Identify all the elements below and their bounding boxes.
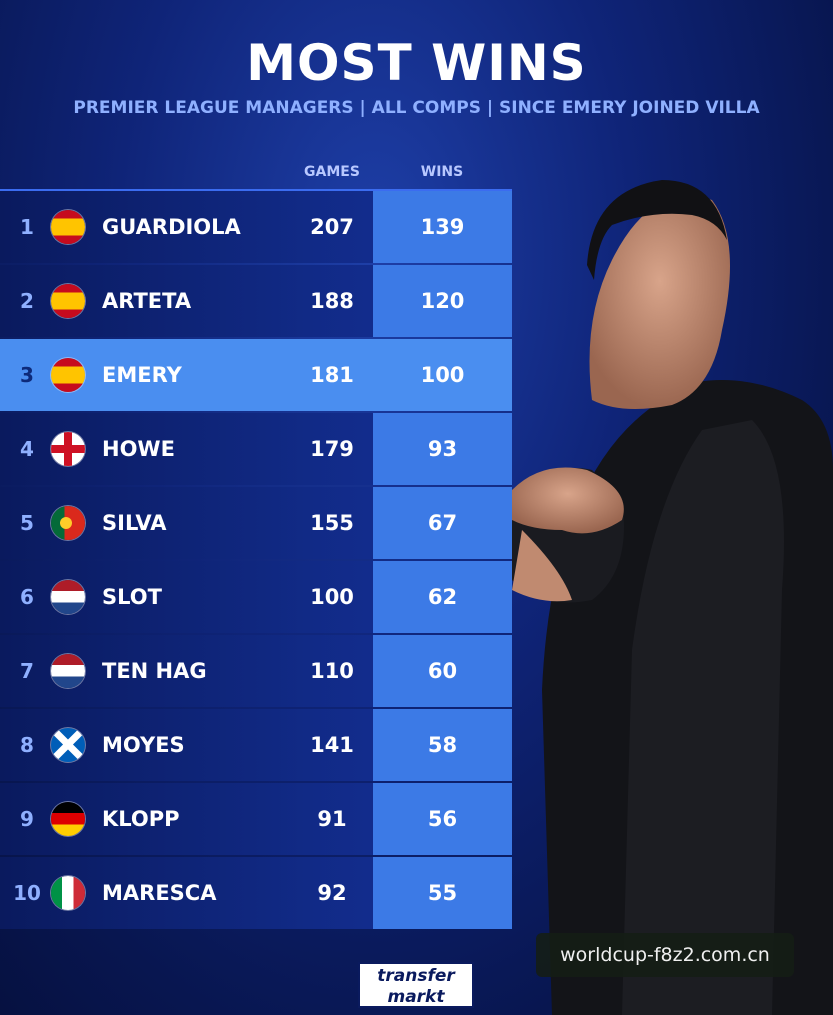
manager-name: SLOT xyxy=(102,585,162,609)
wins-cell: 58 xyxy=(373,709,512,781)
rank-cell: 2 xyxy=(20,289,34,313)
rank-cell: 10 xyxy=(13,881,41,905)
logo-text-line1: transfer xyxy=(377,966,455,986)
rank-cell: 3 xyxy=(20,363,34,387)
table-row: 4 HOWE 179 93 xyxy=(0,413,512,485)
table-row: 1 GUARDIOLA 207 139 xyxy=(0,191,512,263)
wins-cell: 55 xyxy=(373,857,512,929)
manager-name: MARESCA xyxy=(102,881,217,905)
manager-name: ARTETA xyxy=(102,289,192,313)
rank-cell: 8 xyxy=(20,733,34,757)
page-subtitle: PREMIER LEAGUE MANAGERS | ALL COMPS | SI… xyxy=(73,98,760,118)
table-row: 5 SILVA 155 67 xyxy=(0,487,512,559)
spain-flag-icon xyxy=(51,210,85,244)
table-row-highlighted: 3 EMERY 181 100 xyxy=(0,339,512,411)
logo-text-line2: markt xyxy=(387,987,445,1007)
rank-cell: 9 xyxy=(20,807,34,831)
rank-cell: 5 xyxy=(20,511,34,535)
transfermarkt-logo: transfer markt xyxy=(358,962,474,1008)
manager-name: GUARDIOLA xyxy=(102,215,241,239)
rank-cell: 6 xyxy=(20,585,34,609)
spain-flag-icon xyxy=(51,358,85,392)
games-cell: 179 xyxy=(310,437,354,461)
games-cell: 91 xyxy=(317,807,347,831)
netherlands-flag-icon xyxy=(51,580,85,614)
manager-name: SILVA xyxy=(102,511,167,535)
manager-photo xyxy=(512,180,833,1015)
manager-name: MOYES xyxy=(102,733,185,757)
wins-cell: 60 xyxy=(373,635,512,707)
table-row: 7 TEN HAG 110 60 xyxy=(0,635,512,707)
spain-flag-icon xyxy=(51,284,85,318)
table-divider xyxy=(0,189,512,191)
table-row: 2 ARTETA 188 120 xyxy=(0,265,512,337)
wins-cell: 93 xyxy=(373,413,512,485)
games-cell: 141 xyxy=(310,733,354,757)
games-cell: 100 xyxy=(310,585,354,609)
wins-cell: 56 xyxy=(373,783,512,855)
games-cell: 207 xyxy=(310,215,354,239)
wins-cell: 62 xyxy=(373,561,512,633)
wins-cell: 100 xyxy=(420,363,465,387)
wins-cell: 67 xyxy=(373,487,512,559)
germany-flag-icon xyxy=(51,802,85,836)
wins-cell: 139 xyxy=(373,191,512,263)
table-row: 8 MOYES 141 58 xyxy=(0,709,512,781)
page-title: MOST WINS xyxy=(246,34,587,92)
england-flag-icon xyxy=(51,432,85,466)
games-cell: 155 xyxy=(310,511,354,535)
watermark-badge: worldcup-f8z2.com.cn xyxy=(536,933,794,977)
games-cell: 181 xyxy=(310,363,354,387)
rank-cell: 1 xyxy=(20,215,34,239)
table-row: 6 SLOT 100 62 xyxy=(0,561,512,633)
table-row: 10 MARESCA 92 55 xyxy=(0,857,512,929)
italy-flag-icon xyxy=(51,876,85,910)
manager-name: TEN HAG xyxy=(102,659,207,683)
table-row: 9 KLOPP 91 56 xyxy=(0,783,512,855)
manager-name: EMERY xyxy=(102,363,182,387)
games-cell: 92 xyxy=(317,881,347,905)
games-column-header: GAMES xyxy=(304,164,360,180)
manager-name: HOWE xyxy=(102,437,175,461)
scotland-flag-icon xyxy=(51,728,85,762)
rank-cell: 4 xyxy=(20,437,34,461)
netherlands-flag-icon xyxy=(51,654,85,688)
wins-cell: 120 xyxy=(373,265,512,337)
portugal-flag-icon xyxy=(51,506,85,540)
games-cell: 110 xyxy=(310,659,354,683)
rank-cell: 7 xyxy=(20,659,34,683)
games-cell: 188 xyxy=(310,289,354,313)
wins-column-header: WINS xyxy=(420,164,464,180)
manager-name: KLOPP xyxy=(102,807,180,831)
